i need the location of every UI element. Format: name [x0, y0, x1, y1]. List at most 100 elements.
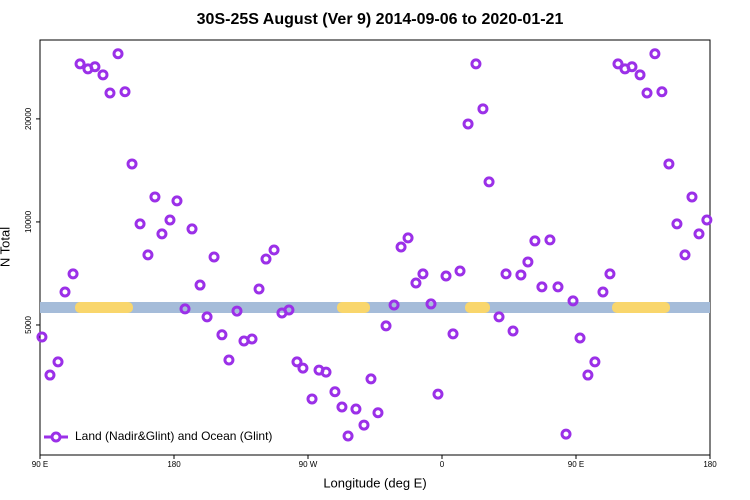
- data-point: [179, 303, 191, 315]
- data-point: [536, 281, 548, 293]
- data-point: [402, 232, 414, 244]
- data-point: [693, 228, 705, 240]
- data-point: [119, 86, 131, 98]
- data-point: [208, 251, 220, 263]
- data-point: [260, 253, 272, 265]
- land-band: [75, 302, 133, 313]
- data-point: [641, 87, 653, 99]
- data-point: [164, 214, 176, 226]
- x-tick-label: 0: [440, 460, 445, 469]
- data-point: [417, 268, 429, 280]
- data-point: [529, 235, 541, 247]
- x-tick-label: 90 W: [299, 460, 318, 469]
- data-point: [156, 228, 168, 240]
- data-point: [395, 241, 407, 253]
- data-point: [306, 393, 318, 405]
- land-band: [337, 302, 370, 313]
- data-point: [36, 331, 48, 343]
- data-point: [171, 195, 183, 207]
- data-point: [342, 430, 354, 442]
- data-point: [59, 286, 71, 298]
- data-point: [483, 176, 495, 188]
- data-point: [67, 268, 79, 280]
- data-point: [365, 373, 377, 385]
- y-tick-label: 20000: [24, 107, 33, 130]
- data-point: [500, 268, 512, 280]
- land-band: [612, 302, 670, 313]
- y-tick-label: 5000: [24, 316, 33, 334]
- data-point: [663, 158, 675, 170]
- x-tick-label: 180: [703, 460, 717, 469]
- x-tick-label: 180: [167, 460, 181, 469]
- data-point: [74, 58, 86, 70]
- data-point: [454, 265, 466, 277]
- data-point: [320, 366, 332, 378]
- data-point: [253, 283, 265, 295]
- data-point: [686, 191, 698, 203]
- data-point: [52, 356, 64, 368]
- data-point: [358, 419, 370, 431]
- data-point: [336, 401, 348, 413]
- data-point: [223, 354, 235, 366]
- data-point: [604, 268, 616, 280]
- y-axis-label: N Total: [0, 227, 12, 267]
- data-point: [544, 234, 556, 246]
- data-point: [186, 223, 198, 235]
- data-point: [432, 388, 444, 400]
- x-tick-label: 90 E: [32, 460, 48, 469]
- data-point: [522, 256, 534, 268]
- data-point: [149, 191, 161, 203]
- data-point: [440, 270, 452, 282]
- chart-title: 30S-25S August (Ver 9) 2014-09-06 to 202…: [197, 11, 564, 28]
- data-point: [329, 386, 341, 398]
- land-band: [465, 302, 490, 313]
- data-point: [283, 304, 295, 316]
- data-point: [493, 311, 505, 323]
- legend-marker: [50, 431, 62, 443]
- data-point: [246, 333, 258, 345]
- data-point: [112, 48, 124, 60]
- data-point: [297, 362, 309, 374]
- data-point: [126, 158, 138, 170]
- legend-label: Land (Nadir&Glint) and Ocean (Glint): [75, 429, 272, 443]
- data-point: [470, 58, 482, 70]
- data-point: [574, 332, 586, 344]
- data-point: [582, 369, 594, 381]
- data-point: [97, 69, 109, 81]
- data-point: [291, 356, 303, 368]
- data-point: [515, 269, 527, 281]
- data-point: [701, 214, 713, 226]
- data-point: [567, 295, 579, 307]
- data-point: [134, 218, 146, 230]
- data-point: [44, 369, 56, 381]
- data-point: [656, 86, 668, 98]
- data-point: [425, 298, 437, 310]
- data-point: [634, 69, 646, 81]
- y-tick-label: 10000: [24, 210, 33, 233]
- data-point: [477, 103, 489, 115]
- data-point: [350, 403, 362, 415]
- data-point: [626, 61, 638, 73]
- x-tick-label: 90 E: [568, 460, 584, 469]
- data-point: [388, 299, 400, 311]
- data-point: [649, 48, 661, 60]
- data-point: [679, 249, 691, 261]
- x-axis-label: Longitude (deg E): [323, 475, 426, 490]
- data-point: [201, 311, 213, 323]
- data-point: [589, 356, 601, 368]
- plot-frame: [39, 39, 711, 456]
- data-point: [612, 58, 624, 70]
- ocean-band: [40, 302, 710, 313]
- data-point: [597, 286, 609, 298]
- data-point: [671, 218, 683, 230]
- surface-band: [40, 302, 710, 313]
- data-point: [560, 428, 572, 440]
- data-point: [462, 118, 474, 130]
- data-point: [194, 279, 206, 291]
- data-point: [231, 305, 243, 317]
- data-point: [89, 61, 101, 73]
- data-point: [507, 325, 519, 337]
- data-point: [380, 320, 392, 332]
